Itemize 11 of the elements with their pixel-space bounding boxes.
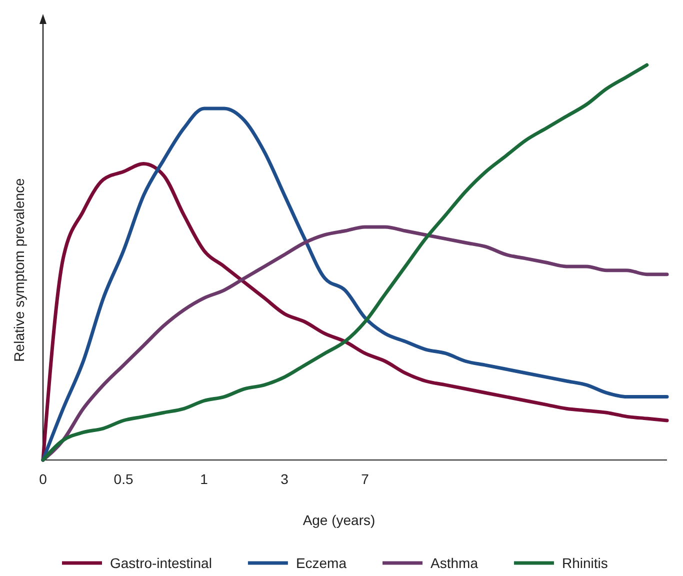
x-tick-label: 0.5 <box>114 470 134 487</box>
x-tick-label: 7 <box>361 470 370 487</box>
legend-label: Rhinitis <box>562 555 608 571</box>
legend-label: Eczema <box>296 555 347 571</box>
x-tick-label: 0 <box>39 470 48 487</box>
legend-label: Gastro-intestinal <box>110 555 212 571</box>
x-axis-title: Age (years) <box>302 512 376 528</box>
legend-label: Asthma <box>430 555 478 571</box>
x-tick-label: 1 <box>200 470 208 487</box>
y-axis-title: Relative symptom prevalence <box>11 178 27 362</box>
x-tick-label: 3 <box>280 470 289 487</box>
